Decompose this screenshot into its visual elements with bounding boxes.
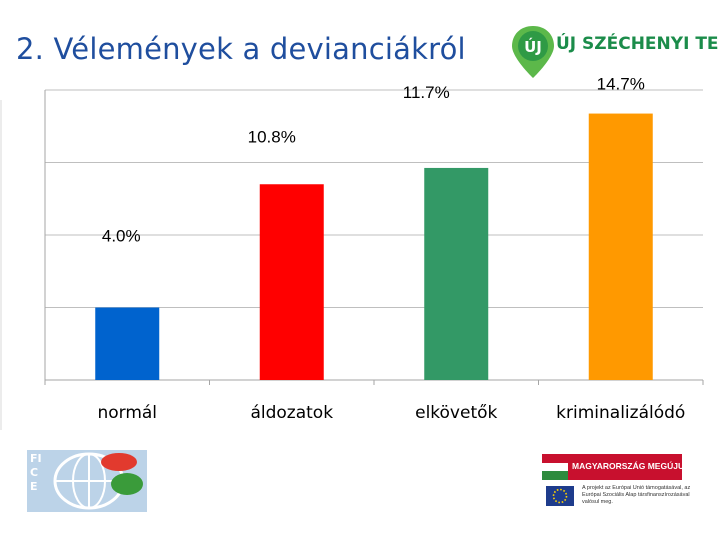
- location-pin-icon: ÚJ: [512, 26, 554, 78]
- category-label: áldozatok: [250, 403, 333, 423]
- category-label: kriminalizálódó: [556, 403, 685, 423]
- hungary-flag-icon: [542, 454, 568, 480]
- data-label: 14.7%: [597, 75, 645, 94]
- chart-svg: 4.0% normál 10.8% áldozatok 11.7% elkövetők 14…: [0, 75, 704, 430]
- bar: [259, 184, 324, 380]
- category-label: elkövetők: [415, 403, 497, 423]
- hu-banner: MAGYARORSZÁG MEGÚJUL: [542, 454, 689, 480]
- fice-logo: [27, 450, 147, 512]
- bar-chart: 4.0% normál 10.8% áldozatok 11.7% elkövetők 14…: [0, 70, 720, 450]
- svg-text:ÚJ: ÚJ: [524, 37, 542, 56]
- bar: [424, 167, 489, 380]
- data-label: 11.7%: [403, 83, 450, 102]
- eu-support-note: A projekt az Európai Unió támogatásával,…: [582, 485, 691, 505]
- logo-top-text: ÚJ SZÉCHENYI TERV: [556, 34, 720, 54]
- magyarorszag-megujul-logo: MAGYARORSZÁG MEGÚJUL A projekt az Európa…: [542, 452, 692, 514]
- hu-banner-text: MAGYARORSZÁG MEGÚJUL: [572, 461, 690, 471]
- fice-letters: FICE: [30, 452, 42, 493]
- category-label: normál: [97, 403, 157, 423]
- data-label: 10.8%: [248, 127, 296, 146]
- bar: [588, 113, 653, 380]
- eu-flag-icon: [546, 486, 574, 506]
- uj-szechenyi-terv-logo: ÚJ ÚJ SZÉCHENYI TERV: [508, 22, 720, 82]
- slide-title: 2. Vélemények a devianciákról: [16, 32, 466, 66]
- bar: [95, 307, 160, 380]
- data-label: 4.0%: [102, 227, 141, 246]
